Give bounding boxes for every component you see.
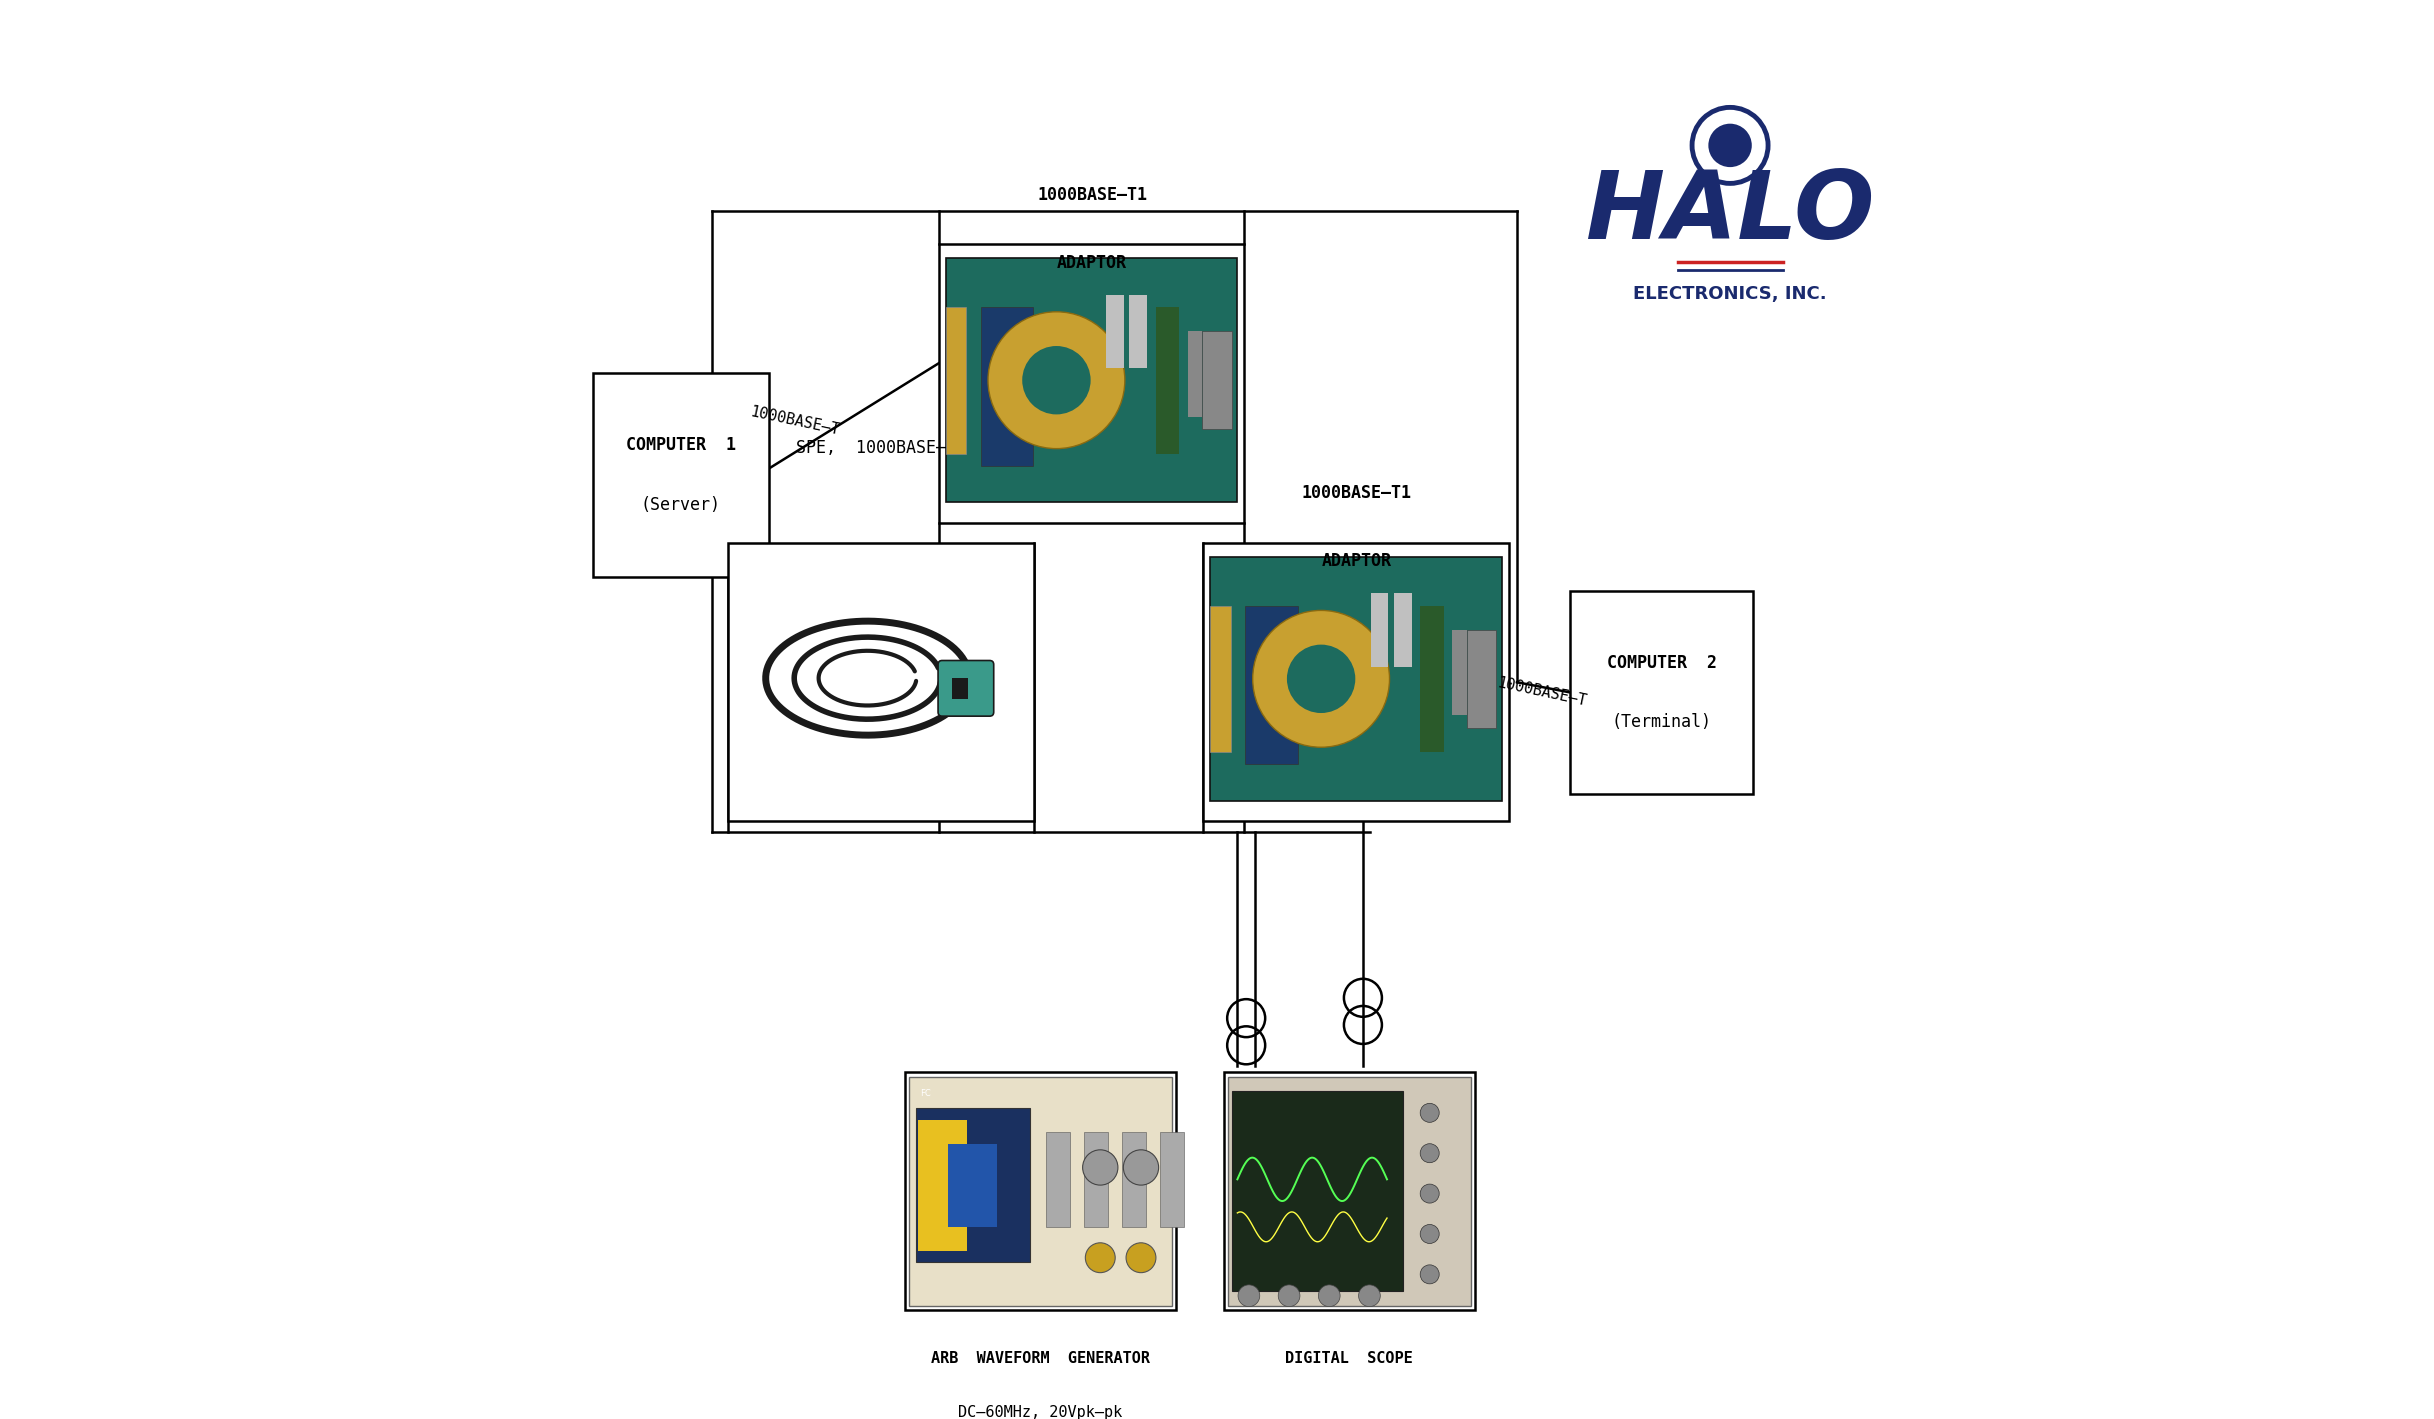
FancyBboxPatch shape <box>915 1108 1030 1263</box>
FancyBboxPatch shape <box>944 307 966 454</box>
FancyBboxPatch shape <box>1227 1077 1470 1305</box>
FancyBboxPatch shape <box>1395 593 1412 667</box>
FancyBboxPatch shape <box>952 678 969 698</box>
FancyBboxPatch shape <box>918 1120 966 1250</box>
FancyBboxPatch shape <box>1468 630 1497 728</box>
FancyBboxPatch shape <box>981 307 1032 465</box>
Text: ADAPTOR: ADAPTOR <box>1056 254 1127 271</box>
Circle shape <box>1288 644 1356 712</box>
FancyBboxPatch shape <box>1453 630 1468 715</box>
Text: ARB  WAVEFORM  GENERATOR: ARB WAVEFORM GENERATOR <box>932 1351 1149 1365</box>
Circle shape <box>1709 123 1752 167</box>
Circle shape <box>1419 1225 1438 1243</box>
FancyBboxPatch shape <box>591 373 769 578</box>
FancyBboxPatch shape <box>1421 606 1443 752</box>
FancyBboxPatch shape <box>1122 1132 1146 1227</box>
Circle shape <box>1419 1144 1438 1162</box>
FancyBboxPatch shape <box>1246 606 1297 765</box>
FancyBboxPatch shape <box>1202 543 1509 822</box>
Circle shape <box>1254 610 1390 748</box>
Text: COMPUTER  2: COMPUTER 2 <box>1606 654 1716 671</box>
Circle shape <box>1083 1149 1117 1185</box>
Text: 1000BASE–T: 1000BASE–T <box>1494 675 1587 710</box>
Circle shape <box>1022 346 1090 414</box>
FancyBboxPatch shape <box>1224 1073 1475 1310</box>
FancyBboxPatch shape <box>1570 590 1752 795</box>
Circle shape <box>1419 1264 1438 1284</box>
Circle shape <box>1127 1243 1156 1273</box>
Text: FC: FC <box>920 1088 930 1098</box>
Text: ELECTRONICS, INC.: ELECTRONICS, INC. <box>1633 285 1828 304</box>
FancyBboxPatch shape <box>1210 556 1502 800</box>
FancyBboxPatch shape <box>1156 307 1178 454</box>
Text: 1000BASE–T: 1000BASE–T <box>750 404 842 437</box>
FancyBboxPatch shape <box>1202 332 1232 429</box>
FancyBboxPatch shape <box>1370 593 1387 667</box>
Text: 1000BASE–T1: 1000BASE–T1 <box>1302 484 1412 502</box>
FancyBboxPatch shape <box>1105 295 1125 368</box>
FancyBboxPatch shape <box>944 258 1236 502</box>
Text: HALO: HALO <box>1585 167 1874 260</box>
FancyBboxPatch shape <box>908 1077 1173 1305</box>
Circle shape <box>1278 1284 1300 1307</box>
Circle shape <box>1239 1284 1261 1307</box>
FancyBboxPatch shape <box>1083 1132 1107 1227</box>
FancyBboxPatch shape <box>1232 1091 1402 1291</box>
FancyBboxPatch shape <box>905 1073 1176 1310</box>
FancyBboxPatch shape <box>728 543 1034 822</box>
FancyBboxPatch shape <box>940 244 1244 522</box>
FancyBboxPatch shape <box>1161 1132 1185 1227</box>
Text: DC–60MHz, 20Vpk–pk: DC–60MHz, 20Vpk–pk <box>959 1405 1122 1419</box>
FancyBboxPatch shape <box>949 1144 998 1227</box>
Text: SPE,  1000BASE–T1: SPE, 1000BASE–T1 <box>796 438 966 457</box>
Circle shape <box>1419 1183 1438 1203</box>
Circle shape <box>1692 108 1767 183</box>
Text: DIGITAL  SCOPE: DIGITAL SCOPE <box>1285 1351 1414 1365</box>
Text: 1000BASE–T1: 1000BASE–T1 <box>1037 186 1146 204</box>
FancyBboxPatch shape <box>1129 295 1146 368</box>
Circle shape <box>988 312 1125 448</box>
FancyBboxPatch shape <box>1047 1132 1071 1227</box>
Text: COMPUTER  1: COMPUTER 1 <box>626 437 735 454</box>
FancyBboxPatch shape <box>937 660 993 717</box>
Text: ADAPTOR: ADAPTOR <box>1322 552 1392 570</box>
Circle shape <box>1086 1243 1115 1273</box>
FancyBboxPatch shape <box>1188 332 1202 417</box>
Text: (Terminal): (Terminal) <box>1611 714 1711 731</box>
Circle shape <box>1419 1104 1438 1122</box>
FancyBboxPatch shape <box>1210 606 1232 752</box>
Circle shape <box>1319 1284 1341 1307</box>
Text: (Server): (Server) <box>640 497 720 514</box>
Circle shape <box>1358 1284 1380 1307</box>
Circle shape <box>1125 1149 1159 1185</box>
